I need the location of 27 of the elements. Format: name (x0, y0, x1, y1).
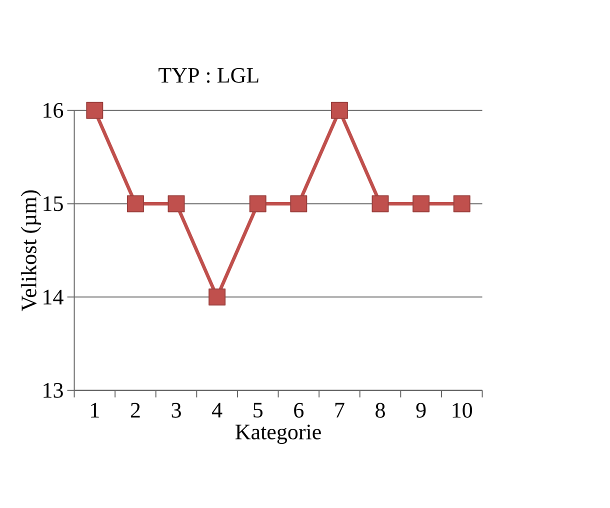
x-tick-label: 7 (335, 402, 344, 418)
point (453, 195, 470, 212)
point (290, 195, 308, 212)
y-tick-label: 14 (44, 290, 64, 304)
x-tick-label: 3 (172, 402, 181, 418)
point (249, 195, 266, 212)
point (412, 195, 430, 212)
y-tick-label: 16 (44, 103, 64, 118)
y-tick-label: 15 (44, 196, 63, 212)
x-tick-label: 6 (294, 402, 304, 418)
point (168, 195, 185, 212)
x-tick-label: 2 (130, 402, 140, 418)
point (126, 195, 144, 212)
point (86, 102, 104, 119)
point (330, 102, 348, 119)
x-tick-label: 8 (376, 402, 385, 418)
y-tick-label: 13 (44, 382, 63, 398)
y-axis-title: Velikost (µm) (20, 190, 41, 312)
x-tick-label: 10 (452, 402, 472, 418)
x-tick-label: 4 (212, 402, 222, 418)
chart-title: TYP : LGL (158, 68, 258, 83)
x-axis-title: Kategorie (236, 424, 321, 444)
point (372, 195, 389, 212)
x-tick-label: 1 (91, 402, 99, 418)
point (208, 288, 226, 306)
x-tick-label: 9 (416, 402, 426, 418)
x-tick-label: 5 (254, 402, 263, 418)
